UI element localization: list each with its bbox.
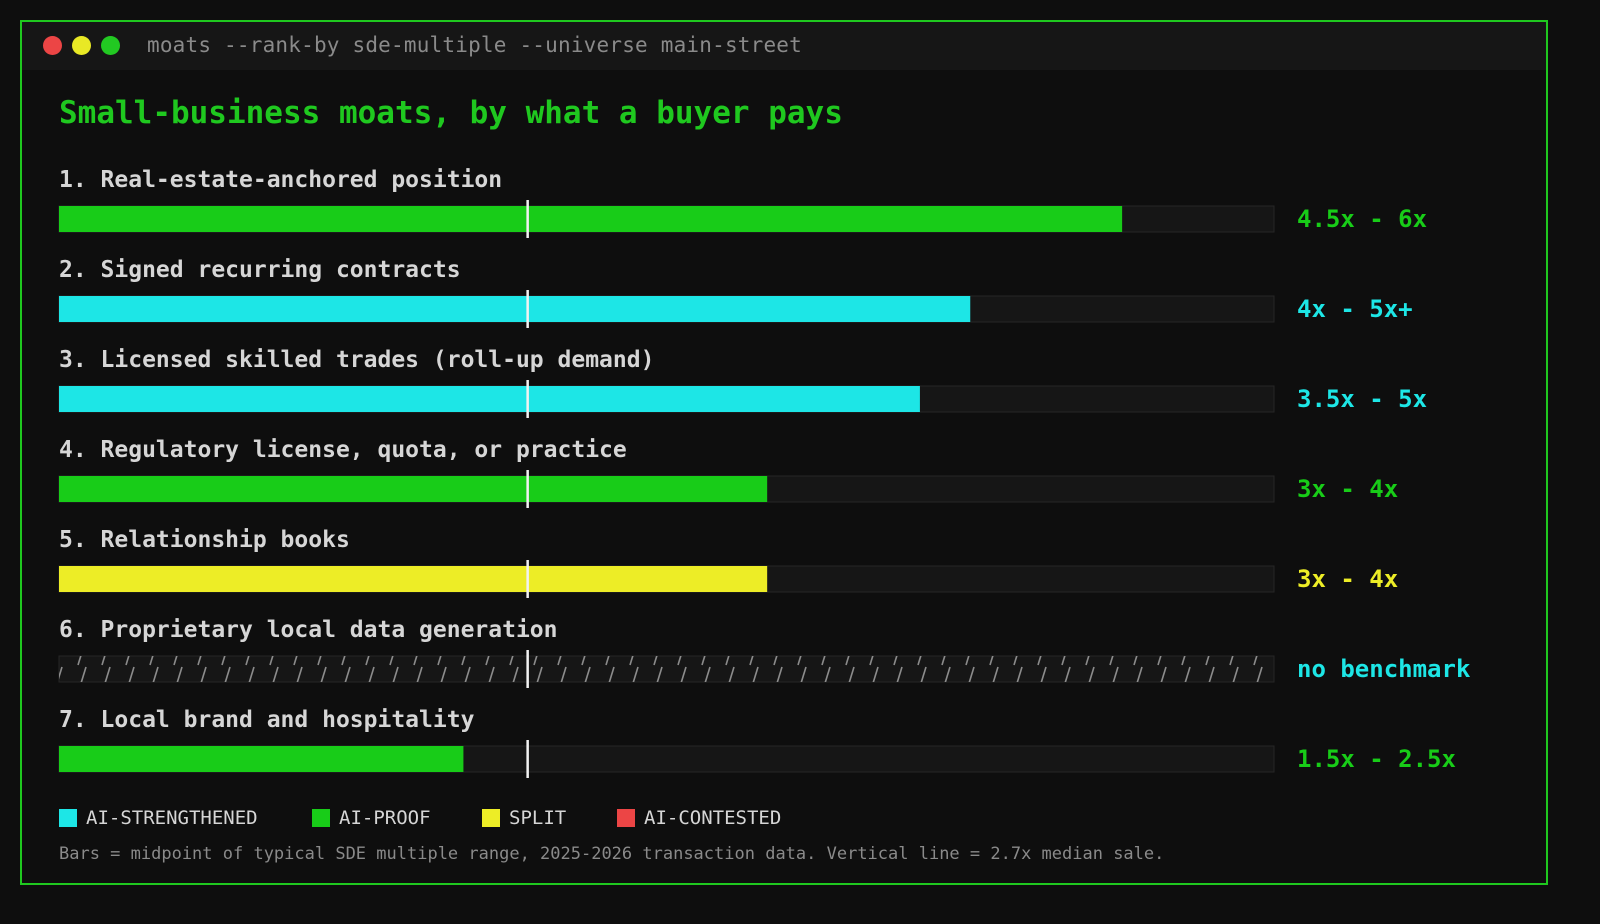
terminal-window: moats --rank-by sde-multiple --universe …	[20, 20, 1548, 885]
legend-item-ai-proof: AI-PROOF	[312, 807, 431, 829]
legend-item-split: SPLIT	[482, 807, 566, 829]
bar-label-7: 7. Local brand and hospitality	[59, 707, 475, 733]
legend-swatch-split	[482, 809, 500, 827]
bar-4	[59, 476, 768, 502]
bar-value-label-6: no benchmark	[1297, 655, 1471, 683]
bar-1	[59, 206, 1123, 232]
legend-label-ai-contested: AI-CONTESTED	[644, 807, 782, 829]
bar-value-label-3: 3.5x - 5x	[1297, 385, 1427, 413]
title-bar: moats --rank-by sde-multiple --universe …	[22, 22, 1546, 70]
bar-label-3: 3. Licensed skilled trades (roll-up dema…	[59, 347, 654, 373]
legend-item-ai-strengthened: AI-STRENGTHENED	[59, 807, 258, 829]
bar-no-benchmark-6	[59, 656, 1274, 682]
bar-label-6: 6. Proprietary local data generation	[59, 617, 558, 643]
bar-value-label-2: 4x - 5x+	[1297, 295, 1413, 323]
close-window-button[interactable]	[43, 36, 62, 55]
bar-2	[59, 296, 971, 322]
maximize-window-button[interactable]	[101, 36, 120, 55]
legend-label-ai-strengthened: AI-STRENGTHENED	[86, 807, 258, 829]
bar-3	[59, 386, 920, 412]
moats-bar-chart: 1. Real-estate-anchored position 4.5x - 6…	[58, 167, 1471, 778]
bar-value-label-5: 3x - 4x	[1297, 565, 1398, 593]
bar-label-5: 5. Relationship books	[59, 527, 350, 553]
legend-label-split: SPLIT	[509, 807, 567, 829]
bar-label-1: 1. Real-estate-anchored position	[59, 167, 502, 193]
legend-item-ai-contested: AI-CONTESTED	[617, 807, 781, 829]
legend-swatch-ai-strengthened	[59, 809, 77, 827]
bar-label-2: 2. Signed recurring contracts	[59, 257, 461, 283]
bar-7	[59, 746, 464, 772]
window-command-title: moats --rank-by sde-multiple --universe …	[147, 33, 802, 57]
bar-5	[59, 566, 768, 592]
minimize-window-button[interactable]	[72, 36, 91, 55]
bar-label-4: 4. Regulatory license, quota, or practic…	[59, 437, 627, 463]
legend-label-ai-proof: AI-PROOF	[339, 807, 431, 829]
chart-footnote: Bars = midpoint of typical SDE multiple …	[59, 844, 1165, 864]
legend-swatch-ai-contested	[617, 809, 635, 827]
bar-value-label-7: 1.5x - 2.5x	[1297, 745, 1456, 773]
bar-value-label-4: 3x - 4x	[1297, 475, 1398, 503]
bar-value-label-1: 4.5x - 6x	[1297, 205, 1427, 233]
legend-swatch-ai-proof	[312, 809, 330, 827]
chart-title: Small-business moats, by what a buyer pa…	[59, 95, 843, 131]
